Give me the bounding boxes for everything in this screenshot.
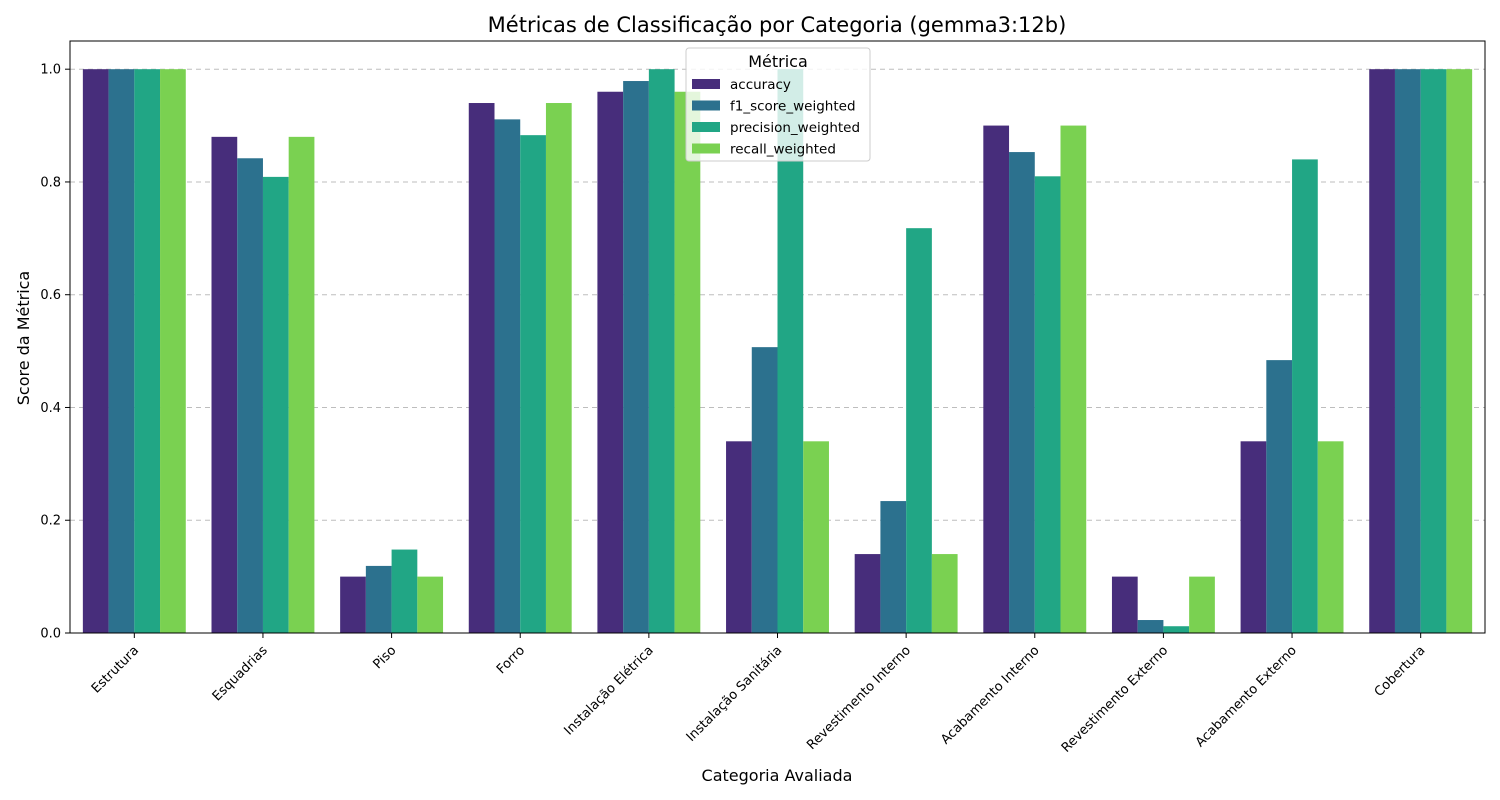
- legend-box: [685, 47, 871, 162]
- bar-precision_weighted: [648, 69, 675, 633]
- y-tick-label: 0.2: [40, 514, 61, 529]
- bar-precision_weighted: [1163, 626, 1190, 633]
- bar-recall_weighted: [417, 576, 444, 633]
- bar-f1_score_weighted: [1394, 69, 1421, 633]
- bar-accuracy: [468, 103, 495, 633]
- bar-f1_score_weighted: [1266, 360, 1293, 633]
- legend-label-precision_weighted: precision_weighted: [730, 120, 860, 136]
- bar-precision_weighted: [520, 135, 546, 633]
- bar-precision_weighted: [134, 69, 161, 633]
- bar-recall_weighted: [1446, 69, 1473, 633]
- bar-accuracy: [726, 441, 752, 633]
- bar-f1_score_weighted: [365, 565, 392, 633]
- bar-f1_score_weighted: [880, 501, 907, 633]
- y-tick-label: 0.8: [40, 175, 61, 190]
- bar-recall_weighted: [288, 136, 315, 633]
- x-tick-label: Revestimento Externo: [1059, 643, 1171, 755]
- x-tick-label: Esquadrias: [210, 643, 271, 704]
- legend-label-accuracy: accuracy: [730, 77, 791, 93]
- bar-precision_weighted: [1292, 159, 1318, 633]
- bar-f1_score_weighted: [1137, 620, 1164, 633]
- bar-f1_score_weighted: [751, 347, 778, 633]
- y-tick-label: 1.0: [40, 63, 61, 78]
- bar-accuracy: [340, 576, 366, 633]
- legend-swatch-accuracy: [692, 79, 720, 89]
- bar-accuracy: [1240, 441, 1267, 633]
- bar-recall_weighted: [1189, 576, 1215, 633]
- bar-recall_weighted: [931, 554, 958, 633]
- bar-recall_weighted: [1317, 441, 1344, 633]
- legend-swatch-precision_weighted: [692, 122, 720, 132]
- bar-accuracy: [1369, 69, 1395, 633]
- x-tick-label: Cobertura: [1372, 643, 1429, 700]
- bar-recall_weighted: [160, 69, 186, 633]
- legend-title: Métrica: [748, 52, 808, 71]
- bar-accuracy: [597, 91, 624, 634]
- bar-recall_weighted: [545, 103, 572, 633]
- y-tick-label: 0.4: [40, 401, 61, 416]
- bar-recall_weighted: [803, 441, 829, 633]
- y-axis-label: Score da Métrica: [14, 271, 33, 406]
- bar-f1_score_weighted: [494, 119, 521, 634]
- legend: Métrica accuracy f1_score_weighted precisio…: [685, 47, 871, 162]
- chart-title: Métricas de Classificação por Categoria …: [488, 13, 1067, 37]
- bar-recall_weighted: [674, 91, 701, 634]
- bar-precision_weighted: [1420, 69, 1447, 633]
- bar-accuracy: [854, 554, 881, 633]
- x-tick-label: Revestimento Interno: [804, 643, 914, 753]
- bar-f1_score_weighted: [623, 81, 649, 633]
- bar-precision_weighted: [777, 69, 804, 633]
- bar-accuracy: [211, 136, 238, 633]
- bar-precision_weighted: [1034, 176, 1061, 633]
- bar-precision_weighted: [906, 228, 932, 633]
- bar-f1_score_weighted: [237, 158, 263, 633]
- bar-recall_weighted: [1060, 125, 1087, 633]
- legend-swatch-f1_score_weighted: [692, 100, 720, 111]
- x-tick-label: Estrutura: [89, 643, 142, 696]
- legend-swatch-recall_weighted: [692, 143, 720, 154]
- bar-accuracy: [82, 69, 109, 633]
- bar-accuracy: [983, 125, 1010, 633]
- x-tick-label: Acabamento Externo: [1193, 643, 1300, 750]
- bar-precision_weighted: [262, 176, 289, 633]
- bar-accuracy: [1111, 576, 1138, 633]
- bar-f1_score_weighted: [1009, 152, 1035, 633]
- x-axis-label: Categoria Avaliada: [702, 766, 853, 785]
- x-tick-label: Forro: [494, 643, 528, 677]
- x-tick-label: Instalação Elétrica: [561, 643, 656, 738]
- x-tick-label: Instalação Sanitária: [684, 643, 786, 745]
- bar-precision_weighted: [391, 549, 418, 633]
- plot-frame: [69, 40, 1486, 634]
- y-tick-label: 0.6: [40, 288, 61, 303]
- y-tick-label: 0.0: [40, 627, 61, 642]
- bars: [82, 69, 1473, 634]
- x-tick-label: Piso: [370, 643, 399, 672]
- bar-f1_score_weighted: [108, 69, 135, 633]
- legend-label-f1_score_weighted: f1_score_weighted: [730, 99, 856, 115]
- legend-label-recall_weighted: recall_weighted: [730, 142, 836, 158]
- x-tick-label: Acabamento Interno: [938, 643, 1042, 747]
